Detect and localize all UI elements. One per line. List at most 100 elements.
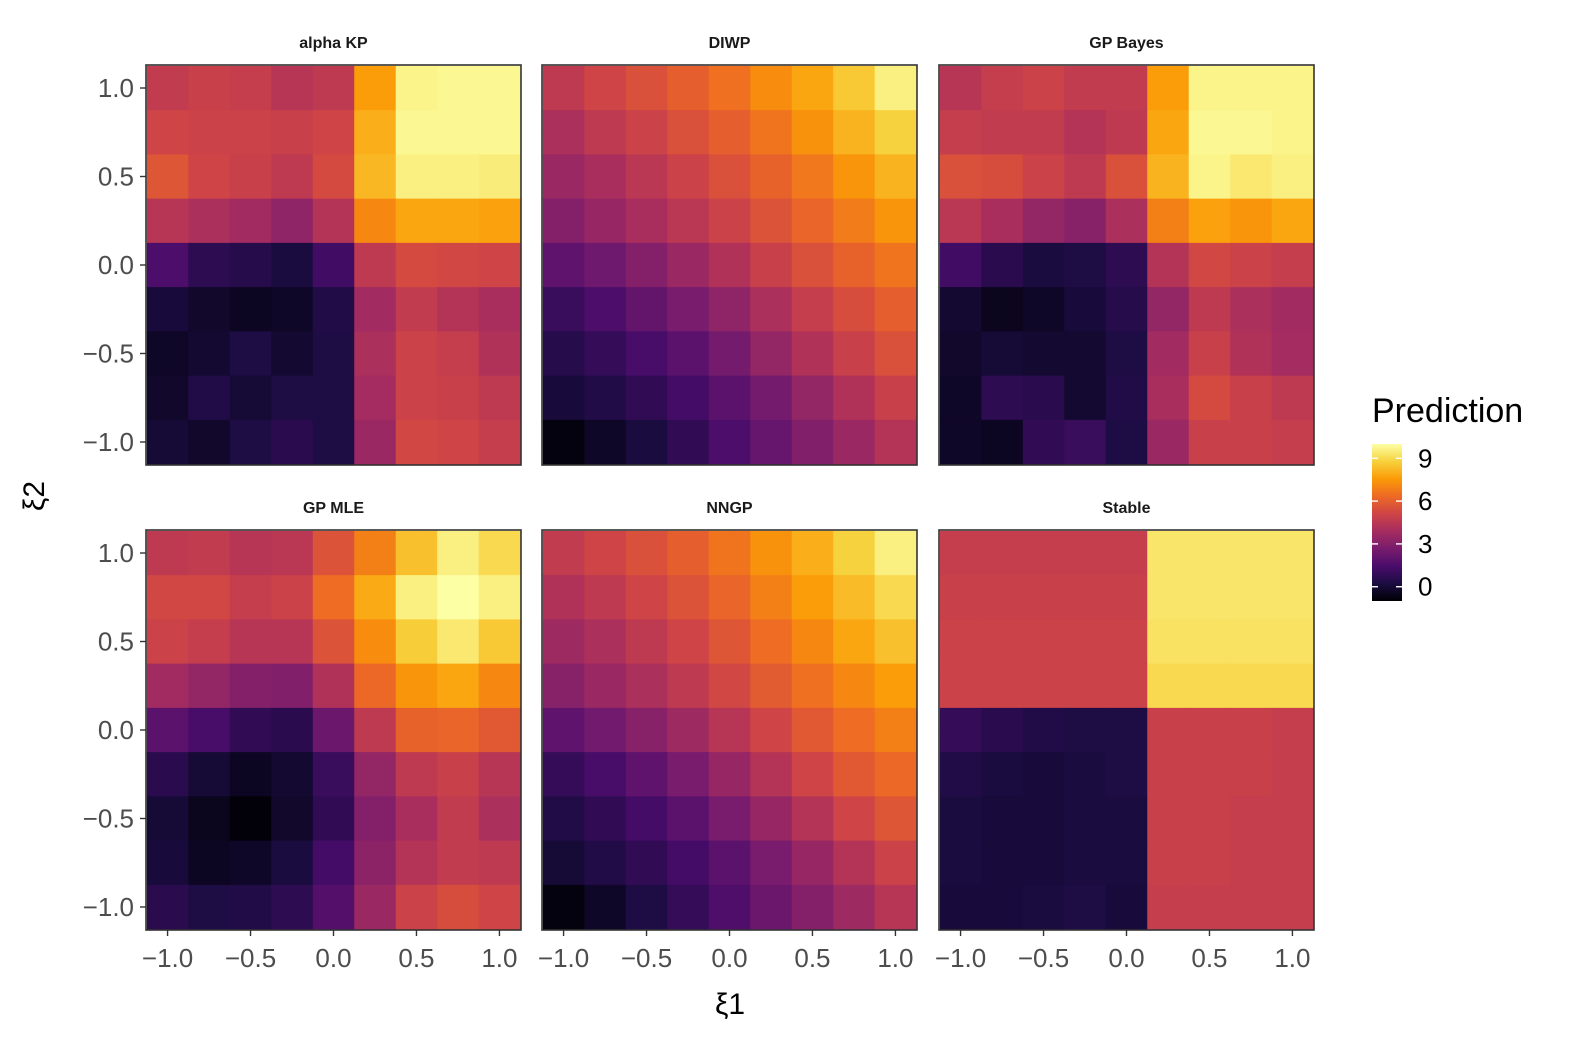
heatmap-tile	[584, 198, 627, 244]
heatmap-tile	[874, 663, 917, 709]
heatmap-tile	[271, 796, 314, 842]
heatmap-tile	[1064, 752, 1107, 797]
heatmap-tile	[478, 752, 521, 797]
heatmap-tile	[833, 840, 876, 886]
heatmap-tile	[981, 752, 1024, 797]
heatmap-tile	[1147, 663, 1190, 709]
heatmap-tile	[312, 65, 355, 111]
heatmap-tile	[750, 154, 793, 200]
heatmap-tile	[437, 884, 480, 930]
heatmap-tile	[542, 884, 585, 930]
heatmap-tile	[1147, 287, 1190, 332]
heatmap-tile	[1230, 154, 1273, 200]
heatmap-tile	[395, 419, 438, 465]
heatmap-tile	[981, 419, 1024, 465]
heatmap-tile	[542, 242, 585, 288]
heatmap-tile	[146, 375, 189, 421]
legend-tick-label: 0	[1418, 572, 1432, 602]
heatmap-tile	[1022, 198, 1065, 244]
heatmap-tile	[478, 796, 521, 842]
x-tick-label: 1.0	[877, 943, 913, 973]
legend-ticks: 0 3 6 9	[1372, 443, 1432, 602]
heatmap-tile	[1147, 375, 1190, 421]
panel-stable: Stable −1.0 −0.5 0.0 0.5 1.0	[935, 500, 1315, 973]
heatmap-tile	[1188, 619, 1231, 665]
heatmap-tile	[542, 619, 585, 665]
heatmap-tile	[312, 287, 355, 332]
heatmap-tile	[667, 840, 710, 886]
heatmap-tile	[1064, 154, 1107, 200]
heatmap-tile	[1188, 707, 1231, 753]
heatmap-tile	[1022, 796, 1065, 842]
y-tick-label: −0.5	[83, 338, 134, 368]
heatmap-tile	[478, 530, 521, 576]
heatmap-tile	[1022, 752, 1065, 797]
heatmap-tile	[271, 419, 314, 465]
heatmap-tile	[708, 331, 751, 377]
facet-strip-title: GP MLE	[303, 500, 364, 517]
heatmap-tile	[229, 331, 272, 377]
heatmap-tile	[542, 331, 585, 377]
heatmap-tile	[437, 663, 480, 709]
y-tick-label: 1.0	[98, 538, 134, 568]
heatmap-tile	[146, 884, 189, 930]
heatmap-tile	[791, 619, 834, 665]
heatmap-tile	[1188, 530, 1231, 576]
x-tick-label: −1.0	[935, 943, 986, 973]
heatmap-tile	[271, 530, 314, 576]
heatmap-tile	[1230, 707, 1273, 753]
panel-border	[541, 64, 918, 466]
heatmap-tile	[1022, 242, 1065, 288]
heatmap-tile	[708, 198, 751, 244]
heatmap-tile	[146, 840, 189, 886]
heatmap-tile	[271, 884, 314, 930]
heatmap-tile	[354, 663, 397, 709]
heatmap-tile	[1105, 287, 1148, 332]
heatmap-tile	[478, 419, 521, 465]
panels-group: alpha KP −1.0 −0.5 0.0 0.5 1.0 DIWP GP Bayes GP …	[83, 35, 1315, 973]
heatmap-tile	[188, 110, 231, 155]
heatmap-tile	[833, 884, 876, 930]
heatmap-tile	[981, 287, 1024, 332]
heatmap-tile	[584, 110, 627, 155]
heatmap-tile	[1271, 575, 1314, 620]
heatmap-tile	[188, 796, 231, 842]
heatmap-tile	[1022, 840, 1065, 886]
heatmap-tile	[1271, 619, 1314, 665]
heatmap-tile	[354, 707, 397, 753]
heatmap-tile	[750, 663, 793, 709]
heatmap-tile	[271, 707, 314, 753]
x-tick-label: 0.5	[1191, 943, 1227, 973]
heatmap-tile	[395, 707, 438, 753]
heatmap-tile	[1022, 65, 1065, 111]
heatmap-tile	[1064, 884, 1107, 930]
heatmap-tile	[312, 752, 355, 797]
panel-diwp: DIWP	[541, 35, 918, 466]
heatmap-tile	[1105, 375, 1148, 421]
heatmap-tile	[437, 707, 480, 753]
heatmap-tile	[939, 154, 982, 200]
heatmap-tile	[625, 198, 668, 244]
facet-strip-title: Stable	[1102, 500, 1150, 517]
heatmap-tile	[981, 65, 1024, 111]
heatmap-tile	[708, 375, 751, 421]
heatmap-tile	[437, 65, 480, 111]
heatmap-tile	[1105, 840, 1148, 886]
heatmap-tile	[354, 575, 397, 620]
legend-tick-label: 6	[1418, 486, 1432, 516]
heatmap-tile	[667, 752, 710, 797]
heatmap-tile	[667, 198, 710, 244]
heatmap-tile	[874, 752, 917, 797]
heatmap-tile	[478, 198, 521, 244]
heatmap-tile	[1188, 331, 1231, 377]
heatmap-tile	[708, 752, 751, 797]
heatmap-tile	[874, 65, 917, 111]
heatmap-tile	[939, 752, 982, 797]
heatmap-tile	[625, 110, 668, 155]
heatmap-tile	[708, 619, 751, 665]
heatmap-tile	[1022, 154, 1065, 200]
heatmap-tile	[1105, 110, 1148, 155]
heatmap-tile	[1064, 331, 1107, 377]
heatmap-tile	[354, 419, 397, 465]
heatmap-tile	[395, 154, 438, 200]
